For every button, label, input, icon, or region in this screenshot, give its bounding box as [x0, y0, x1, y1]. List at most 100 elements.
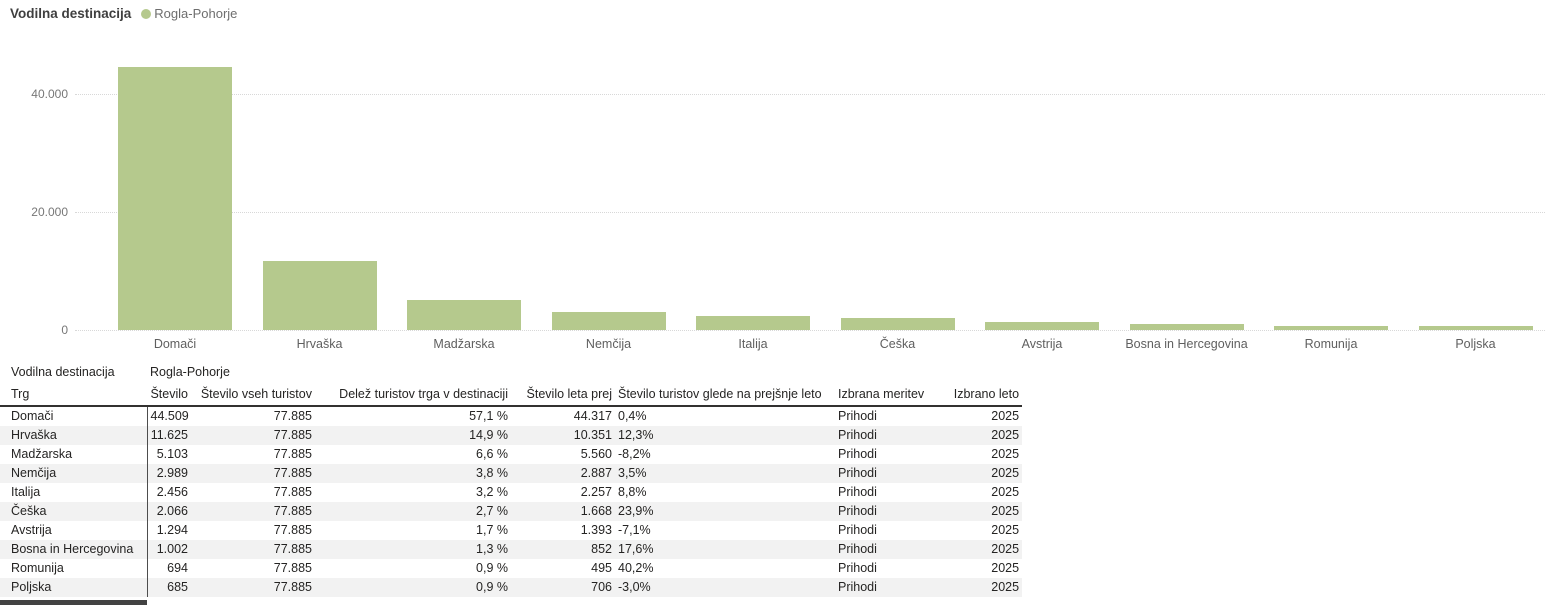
x-axis-category-label: Avstrija — [1021, 337, 1063, 351]
table-cell: 0,9 % — [476, 561, 508, 575]
bar-chart: Vodilna destinacija Rogla-Pohorje 0 20.00… — [10, 6, 1545, 351]
table-cell: 2025 — [991, 542, 1020, 556]
table-cell: 2025 — [991, 580, 1020, 594]
bar-Domači[interactable] — [118, 67, 232, 330]
table-cell: Prihodi — [838, 504, 877, 518]
table-cell: 3,8 % — [476, 466, 508, 480]
table-cell: 2025 — [991, 409, 1020, 423]
table-cell: Prihodi — [838, 561, 877, 575]
table-cell: 77.885 — [273, 409, 312, 423]
table-row[interactable]: Madžarska 5.103 77.885 6,6 % 5.560 -8,2% Priho… — [0, 445, 1022, 464]
column-header[interactable]: Število — [147, 383, 191, 407]
column-header[interactable]: Število turistov glede na prejšnje leto — [615, 383, 835, 407]
table-cell: 1.668 — [580, 504, 612, 518]
table-cell: Prihodi — [838, 523, 877, 537]
table-cell: Bosna in Hercegovina — [0, 540, 148, 559]
bar-Italija[interactable] — [696, 316, 810, 330]
table-cell: 44.317 — [573, 409, 612, 423]
y-axis-tick-label: 40.000 — [31, 87, 68, 101]
table-cell: Romunija — [0, 559, 148, 578]
table-cell: 2025 — [991, 561, 1020, 575]
table-row[interactable]: Hrvaška 11.625 77.885 14,9 % 10.351 12,3% Prih… — [0, 426, 1023, 445]
table-meta-row: Vodilna destinacija Rogla-Pohorje — [0, 361, 1022, 383]
table-cell: Prihodi — [838, 447, 877, 461]
table-row[interactable]: Poljska 685 77.885 0,9 % 706 -3,0% Prihodi 2025 — [0, 578, 1023, 597]
table-row[interactable]: Italija 2.456 77.885 3,2 % 2.257 8,8% Prihodi 2… — [0, 483, 1022, 502]
table-cell: 3,5% — [618, 466, 647, 480]
table-cell: 17,6% — [618, 542, 654, 556]
table-row[interactable]: Češka 2.066 77.885 2,7 % 1.668 23,9% Prihodi 20… — [0, 502, 1023, 521]
bar-Poljska[interactable] — [1418, 326, 1533, 330]
table-cell: 5.103 — [156, 447, 188, 461]
x-axis-category-label: Poljska — [1455, 337, 1496, 351]
table-cell: 2.257 — [580, 485, 612, 499]
table-cell: Prihodi — [838, 485, 877, 499]
x-axis-category-label: Madžarska — [433, 337, 495, 351]
table-body: Domači 44.509 77.885 57,1 % 44.317 0,4% Prihod… — [0, 406, 1023, 597]
table-cell: Madžarska — [0, 445, 148, 464]
table-cell: 11.625 — [150, 428, 188, 442]
table-cell: 23,9% — [618, 504, 654, 518]
legend-item[interactable]: Rogla-Pohorje — [141, 6, 237, 21]
bar-Avstrija[interactable] — [985, 322, 1099, 330]
table-cell: 2.456 — [156, 485, 188, 499]
column-header[interactable]: Število leta prej — [511, 383, 615, 407]
table-cell: 0,4% — [618, 409, 647, 423]
table-cell: 1.002 — [156, 542, 188, 556]
x-axis-category-label: Romunija — [1304, 337, 1358, 351]
table-row[interactable]: Domači 44.509 77.885 57,1 % 44.317 0,4% Prihod… — [0, 406, 1022, 426]
x-axis-category-label: Domači — [153, 337, 197, 351]
bar-Nemčija[interactable] — [551, 312, 666, 330]
bar-Bosna in Hercegovina[interactable] — [1129, 324, 1244, 330]
table-cell: Češka — [0, 502, 148, 521]
bar-Hrvaška[interactable] — [262, 261, 377, 330]
table-row[interactable]: Avstrija 1.294 77.885 1,7 % 1.393 -7,1% Prihod… — [0, 521, 1022, 540]
x-axis-category-label: Hrvaška — [296, 337, 343, 351]
bar-Romunija[interactable] — [1274, 326, 1388, 330]
column-header[interactable]: Trg — [0, 383, 147, 407]
chart-title: Vodilna destinacija — [10, 6, 132, 21]
table-row[interactable]: Nemčija 2.989 77.885 3,8 % 2.887 3,5% Prihodi 2… — [0, 464, 1023, 483]
table-cell: -7,1% — [618, 523, 651, 537]
chart-header: Vodilna destinacija Rogla-Pohorje — [10, 6, 237, 21]
column-header[interactable]: Število vseh turistov — [191, 383, 315, 407]
y-axis-tick-label: 20.000 — [31, 205, 68, 219]
legend-label: Rogla-Pohorje — [154, 6, 238, 21]
table-row[interactable]: Bosna in Hercegovina 1.002 77.885 1,3 % 852 1… — [0, 540, 1023, 559]
table-cell: 77.885 — [273, 561, 312, 575]
column-header[interactable]: Izbrana meritev — [835, 383, 936, 407]
table-cell: 2025 — [991, 523, 1020, 537]
table-horizontal-scrollbar[interactable] — [0, 600, 147, 605]
table-cell: Prihodi — [838, 428, 877, 442]
table-cell: Avstrija — [0, 521, 148, 540]
table-cell: 6,6 % — [476, 447, 508, 461]
table-cell: 1.294 — [156, 523, 188, 537]
table-cell: 2025 — [991, 447, 1020, 461]
table-cell: -3,0% — [618, 580, 651, 594]
table-cell: 852 — [591, 542, 612, 556]
table-cell: 2025 — [991, 428, 1020, 442]
bar-Češka[interactable] — [840, 318, 955, 330]
bar-Madžarska[interactable] — [407, 300, 521, 330]
x-axis-category-label: Bosna in Hercegovina — [1125, 337, 1248, 351]
table-cell: 2,7 % — [476, 504, 508, 518]
table-cell: 40,2% — [618, 561, 654, 575]
table-cell: 2025 — [991, 504, 1020, 518]
table-cell: 77.885 — [273, 542, 312, 556]
table-header-row: Trg Število Število vseh turistov Delež tur… — [0, 383, 1023, 407]
column-header[interactable]: Delež turistov trga v destinaciji — [315, 383, 511, 407]
table-cell: Prihodi — [838, 466, 877, 480]
table-cell: 1,7 % — [476, 523, 508, 537]
table-cell: 77.885 — [273, 580, 312, 594]
table-cell: 495 — [591, 561, 612, 575]
column-header[interactable]: Izbrano leto — [936, 383, 1023, 407]
gridline — [75, 330, 1545, 331]
table-meta-value: Rogla-Pohorje — [150, 365, 230, 379]
gridline — [75, 94, 1545, 95]
table-cell: Nemčija — [0, 464, 148, 483]
table-cell: Domači — [0, 406, 148, 426]
table-row[interactable]: Romunija 694 77.885 0,9 % 495 40,2% Prihodi 202… — [0, 559, 1022, 578]
table-cell: 706 — [591, 580, 612, 594]
table-cell: 2.887 — [580, 466, 612, 480]
table-cell: 2.066 — [156, 504, 188, 518]
